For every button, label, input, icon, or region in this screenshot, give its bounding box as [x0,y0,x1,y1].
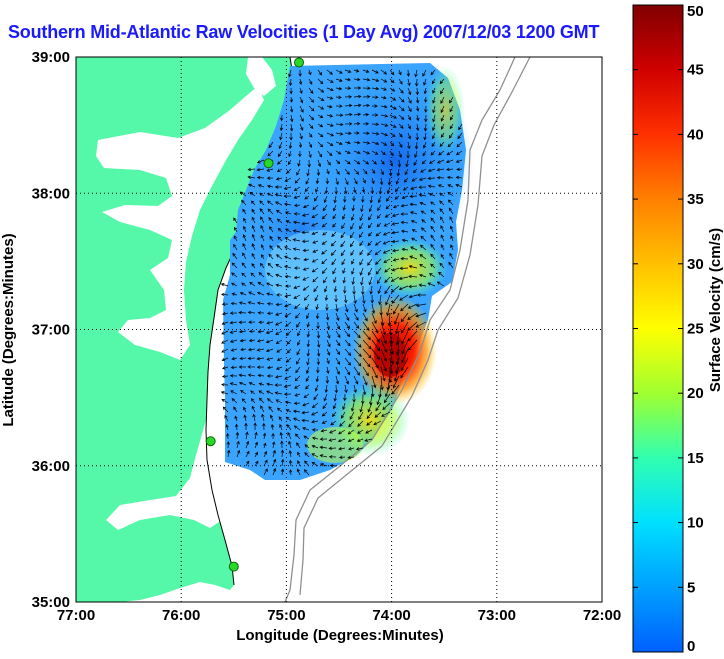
lon-tick-label: 75:00 [267,607,305,624]
radar-station-marker [263,158,274,169]
page-title: Southern Mid-Atlantic Raw Velocities (1 … [8,22,600,42]
colorbar-tick-label: 35 [687,191,704,208]
colorbar-tick-label: 25 [687,321,704,338]
shelf-contours [284,57,531,602]
lat-tick-label: 37:00 [32,322,70,339]
pamlico-sound [106,420,228,530]
colorbar-tick-label: 30 [687,256,704,273]
colorbar-tick-label: 15 [687,450,704,467]
lon-tick-label: 74:00 [372,607,410,624]
lon-tick-label: 73:00 [478,607,516,624]
velocity-arrow-set [220,69,463,476]
velocity-vectors [220,69,463,476]
colorbar-tick-label: 40 [687,126,704,143]
colorbar-tick-label: 0 [687,638,695,655]
lon-tick-label: 77:00 [57,607,95,624]
delaware-bay [246,57,276,96]
x-axis-title: Longitude (Degrees:Minutes) [236,627,444,644]
radar-station-marker [294,57,305,68]
lon-tick-label: 72:00 [583,607,621,624]
colorbar-scale [632,4,684,653]
colorbar-tick-label: 5 [687,579,695,596]
chesapeake-bay [96,86,264,360]
plot-frame [75,56,603,603]
latitude-tick-labels: 39:00 38:00 37:00 36:00 35:00 [32,49,70,611]
lat-tick-label: 36:00 [32,458,70,475]
colorbar-tick-label: 20 [687,385,704,402]
colorbar-tick-label: 45 [687,62,704,79]
lat-tick-label: 38:00 [32,185,70,202]
colorbar: 0 5 10 15 20 25 30 35 40 45 50 Surface Velocity (c… [632,3,724,655]
radar-station-marker [205,436,216,447]
map-plot-area [76,57,602,602]
lon-tick-label: 76:00 [162,607,200,624]
lat-tick-label: 39:00 [32,49,70,66]
colorbar-label: Surface Velocity (cm/s) [707,228,724,392]
radar-station-marker [228,561,239,572]
map-grid [76,57,602,602]
y-axis-title: Latitude (Degrees:Minutes) [0,233,17,426]
radar-stations [205,57,305,572]
colorbar-tick-label: 10 [687,515,704,532]
colorbar-tick-label: 50 [687,3,704,20]
lat-tick-label: 35:00 [32,594,70,611]
longitude-tick-labels: 77:00 76:00 75:00 74:00 73:00 72:00 [57,607,621,624]
colorbar-ticks: 0 5 10 15 20 25 30 35 40 45 50 [633,3,704,655]
